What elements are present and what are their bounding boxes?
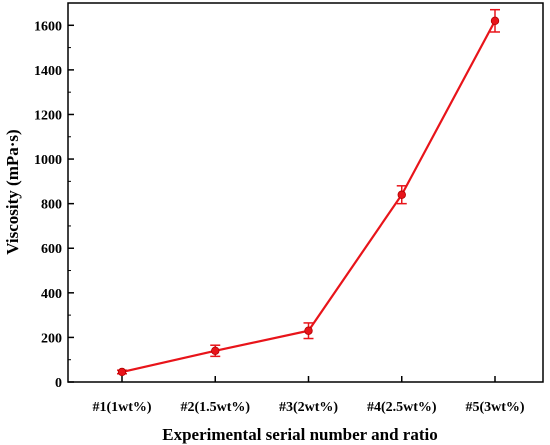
data-point [117,367,127,377]
y-tick-label: 1600 [34,19,62,34]
y-axis-title: Viscosity (mPa·s) [3,129,22,254]
y-tick-label: 0 [55,376,62,391]
x-tick-label: #4(2.5wt%) [367,400,437,415]
data-point [304,326,313,335]
y-tick-label: 1400 [34,64,62,79]
y-tick-label: 400 [41,287,62,302]
y-tick-label: 200 [41,331,62,346]
series-layer [117,8,500,377]
x-tick-label: #3(2wt%) [279,400,338,415]
y-tick-label: 1000 [34,153,62,168]
y-tick-label: 600 [41,242,62,257]
y-axis: 0 200 400 600 800 1000 1200 1400 1600 [34,19,74,391]
x-tick-label: #2(1.5wt%) [180,400,250,415]
series-line [121,20,496,374]
x-tick-label: #5(3wt%) [465,400,524,415]
x-tick-label: #1(1wt%) [92,400,151,415]
y-tick-label: 800 [41,198,62,213]
x-axis-title: Experimental serial number and ratio [162,425,437,444]
x-axis: #1(1wt%) #2(1.5wt%) #3(2wt%) #4(2.5wt%) #5(3… [92,376,525,415]
data-point [211,346,220,355]
y-tick-label: 1200 [34,108,62,123]
plot-frame [67,2,544,383]
data-point [397,190,406,199]
data-point [490,16,500,26]
